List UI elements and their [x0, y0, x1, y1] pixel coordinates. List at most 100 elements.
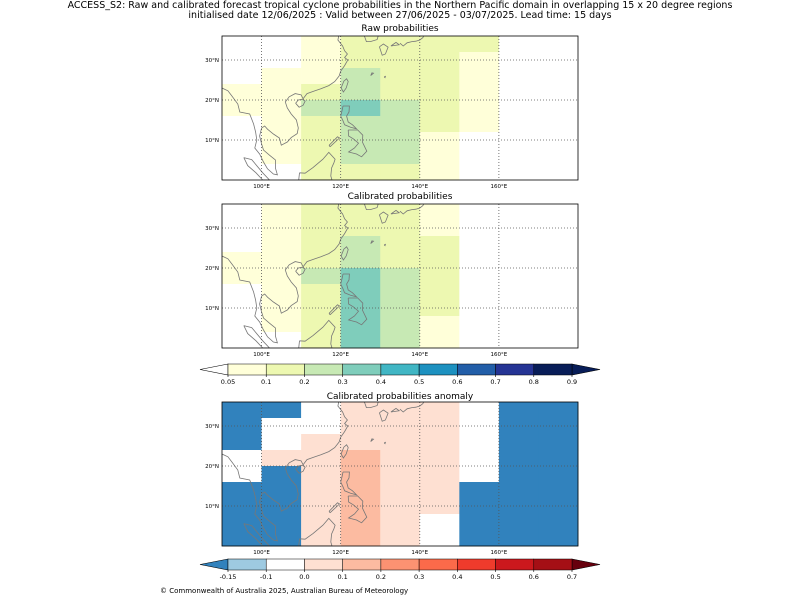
anom-probability-cell: [301, 482, 341, 499]
raw-probability-cell: [380, 148, 421, 165]
anom-probability-cell: [222, 530, 262, 547]
cal-probability-cell: [261, 204, 302, 221]
cal-probability-cell: [340, 252, 381, 269]
anom-probability-cell: [498, 434, 539, 451]
cal-probability-cell: [380, 220, 421, 237]
cal-probability-cell: [419, 300, 460, 317]
raw-probability-cell: [419, 84, 460, 101]
anom-coastline: [383, 441, 387, 445]
raw-probability-cell: [340, 116, 381, 133]
anomaly-colorbar-tick-label: 0.3: [414, 573, 424, 581]
anom-probability-cell: [301, 450, 341, 467]
raw-probability-cell: [419, 148, 460, 165]
cal-probability-cell: [498, 316, 539, 333]
raw-coastline: [328, 136, 341, 148]
raw-coastline: [295, 98, 306, 108]
cal-probability-cell: [538, 332, 579, 349]
anom-probability-cell: [340, 482, 381, 499]
probability-colorbar-tick-label: 0.8: [529, 378, 539, 386]
cal-probability-cell: [340, 268, 381, 285]
raw-probabilities-title: Raw probabilities: [361, 24, 439, 34]
raw-probability-cell: [222, 116, 262, 133]
cal-coastline: [383, 243, 387, 247]
cal-map-frame: [221, 203, 579, 349]
cal-coastline: [390, 209, 401, 215]
raw-probability-cell: [222, 68, 262, 85]
anom-probability-cell: [222, 466, 262, 483]
anom-probability-cell: [459, 402, 500, 419]
anomaly-colorbar-segment: [533, 558, 573, 571]
raw-probability-cell: [261, 68, 302, 85]
raw-probability-cell: [340, 68, 381, 85]
anomaly-colorbar-tick-label: 0.7: [567, 573, 577, 581]
anom-probability-cell: [459, 418, 500, 435]
anom-probability-cell: [419, 450, 460, 467]
raw-probability-cell: [498, 164, 539, 181]
raw-probability-cell: [261, 52, 302, 69]
anomaly-colorbar-tick-label: 0.4: [452, 573, 462, 581]
anom-probability-cell: [538, 482, 579, 499]
anomaly-colorbar-tick-label: -0.1: [260, 573, 273, 581]
cal-probability-cell: [380, 316, 421, 333]
raw-probability-cell: [380, 36, 421, 53]
cal-probability-cell: [538, 316, 579, 333]
raw-probability-cell: [261, 100, 302, 117]
anom-probability-cell: [498, 530, 539, 547]
cal-coastlines: [222, 204, 425, 348]
probability-colorbar-tick-label: 0.4: [376, 378, 386, 386]
cal-probability-cell: [498, 204, 539, 221]
anom-probability-cell: [459, 466, 500, 483]
anom-probability-cell: [419, 498, 460, 515]
raw-probability-cell: [261, 132, 302, 149]
anom-coastline: [295, 464, 306, 474]
cal-probability-cell: [301, 268, 341, 285]
probability-colorbar-tick-label: 0.6: [452, 378, 462, 386]
anomaly-colorbar-tick-label: -0.15: [220, 573, 237, 581]
anom-probability-cell: [459, 530, 500, 547]
raw-map-panel: 100°E 120°E 140°E 160°E 10°N 20°N 30°N: [205, 35, 579, 190]
anomaly-colorbar-segment: [304, 558, 343, 571]
cal-coastline: [399, 204, 425, 215]
raw-coastline: [383, 75, 387, 79]
probability-colorbar-under-extension: [199, 363, 229, 376]
anom-probability-cell: [261, 482, 302, 499]
anomaly-title: Calibrated probabilities anomaly: [326, 392, 474, 402]
anom-probability-cell: [222, 498, 262, 515]
raw-coastline: [370, 72, 375, 76]
cal-probability-cell: [498, 236, 539, 253]
cal-probability-cell: [261, 252, 302, 269]
cal-probability-cell: [498, 268, 539, 285]
cal-probability-cell: [380, 236, 421, 253]
anom-probability-cell: [459, 482, 500, 499]
raw-probability-cell: [340, 36, 381, 53]
cal-probability-cell: [419, 252, 460, 269]
anom-probability-cell: [498, 418, 539, 435]
anom-coastline: [298, 517, 336, 546]
raw-probability-cell: [380, 100, 421, 117]
cal-probability-cell: [498, 220, 539, 237]
raw-probability-cell: [419, 100, 460, 117]
cal-probability-cell: [459, 268, 500, 285]
anom-x-tick-label: 120°E: [332, 550, 349, 556]
anom-probability-cell: [340, 434, 381, 451]
cal-probability-cell: [261, 332, 302, 349]
anom-probability-cell: [340, 450, 381, 467]
raw-probability-cell: [459, 84, 500, 101]
anomaly-colorbar-tick-label: 0.0: [299, 573, 309, 581]
raw-probability-cell: [340, 164, 381, 181]
anomaly-colorbar-over-extension: [571, 558, 601, 571]
raw-probability-cell: [222, 132, 262, 149]
raw-probability-cell: [301, 100, 341, 117]
cal-probability-cell: [380, 300, 421, 317]
cal-probability-cell: [419, 316, 460, 333]
cal-probability-cell: [222, 236, 262, 253]
anom-probability-cell: [380, 498, 421, 515]
raw-coastline: [390, 41, 401, 47]
anom-x-tick-label: 160°E: [491, 550, 508, 556]
cal-probability-cell: [538, 284, 579, 301]
cal-probability-cell: [419, 204, 460, 221]
probability-colorbar-segment: [533, 363, 573, 376]
anom-coastline: [347, 495, 368, 524]
anomaly-colorbar-segment: [418, 558, 458, 571]
raw-probability-cell: [538, 84, 579, 101]
